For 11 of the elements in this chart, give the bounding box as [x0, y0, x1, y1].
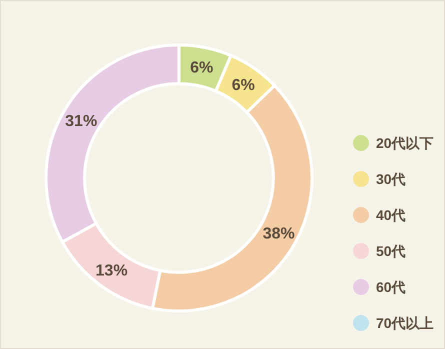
legend-label: 20代以下: [376, 135, 434, 151]
legend-label: 40代: [376, 207, 406, 223]
legend-label: 70代以上: [376, 315, 434, 331]
legend-label: 60代: [376, 279, 406, 295]
data-label: 6%: [190, 60, 214, 77]
legend-label: 30代: [376, 171, 406, 187]
data-label: 31%: [65, 113, 98, 130]
legend-label: 50代: [376, 243, 406, 259]
data-label: 38%: [262, 226, 295, 243]
data-label: 13%: [96, 262, 128, 280]
data-label: 6%: [232, 77, 255, 94]
